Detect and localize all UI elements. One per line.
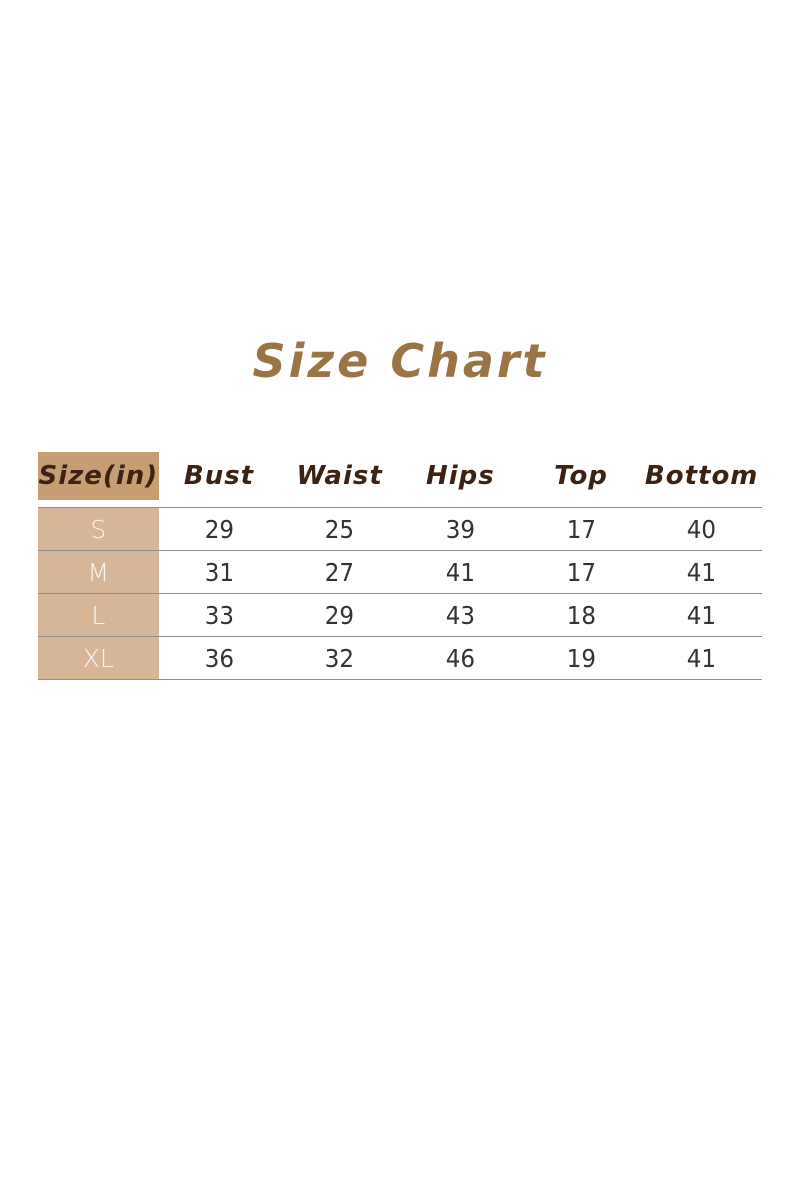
bust-value: 33 bbox=[204, 600, 234, 630]
table-row-m: M 31 27 41 17 41 bbox=[38, 551, 762, 594]
bust-value: 29 bbox=[204, 514, 234, 544]
bottom-value: 41 bbox=[687, 557, 717, 587]
header-cell-top: Top bbox=[554, 461, 608, 491]
bottom-value: 40 bbox=[687, 514, 717, 544]
top-value: 18 bbox=[566, 600, 596, 630]
hips-value: 41 bbox=[445, 557, 475, 587]
waist-value: 27 bbox=[325, 557, 355, 587]
header-cell-waist: Waist bbox=[296, 461, 383, 491]
table-row-l: L 33 29 43 18 41 bbox=[38, 594, 762, 637]
top-value: 19 bbox=[566, 643, 596, 673]
header-cell-size: Size(in) bbox=[38, 452, 159, 500]
hips-value: 43 bbox=[445, 600, 475, 630]
header-cell-bottom: Bottom bbox=[644, 461, 759, 491]
header-cell-hips: Hips bbox=[425, 461, 495, 491]
size-label: M bbox=[38, 551, 159, 593]
top-value: 17 bbox=[566, 514, 596, 544]
table-header-row: Size(in) Bust Waist Hips Top Bottom bbox=[38, 452, 762, 500]
table-row-xl: XL 36 32 46 19 41 bbox=[38, 637, 762, 680]
bust-value: 36 bbox=[204, 643, 234, 673]
size-chart-table: Size(in) Bust Waist Hips Top Bottom S 29… bbox=[38, 452, 762, 680]
size-label: S bbox=[38, 508, 159, 550]
waist-value: 32 bbox=[325, 643, 355, 673]
size-label: L bbox=[38, 594, 159, 636]
table-body: S 29 25 39 17 40 M 31 27 41 17 41 L 33 2… bbox=[38, 507, 762, 680]
waist-value: 29 bbox=[325, 600, 355, 630]
size-label: XL bbox=[38, 637, 159, 679]
bottom-value: 41 bbox=[687, 643, 717, 673]
top-value: 17 bbox=[566, 557, 596, 587]
table-row-s: S 29 25 39 17 40 bbox=[38, 508, 762, 551]
bust-value: 31 bbox=[204, 557, 234, 587]
header-cell-bust: Bust bbox=[183, 461, 255, 491]
hips-value: 46 bbox=[445, 643, 475, 673]
waist-value: 25 bbox=[325, 514, 355, 544]
hips-value: 39 bbox=[445, 514, 475, 544]
page-title: Size Chart bbox=[252, 334, 548, 388]
bottom-value: 41 bbox=[687, 600, 717, 630]
